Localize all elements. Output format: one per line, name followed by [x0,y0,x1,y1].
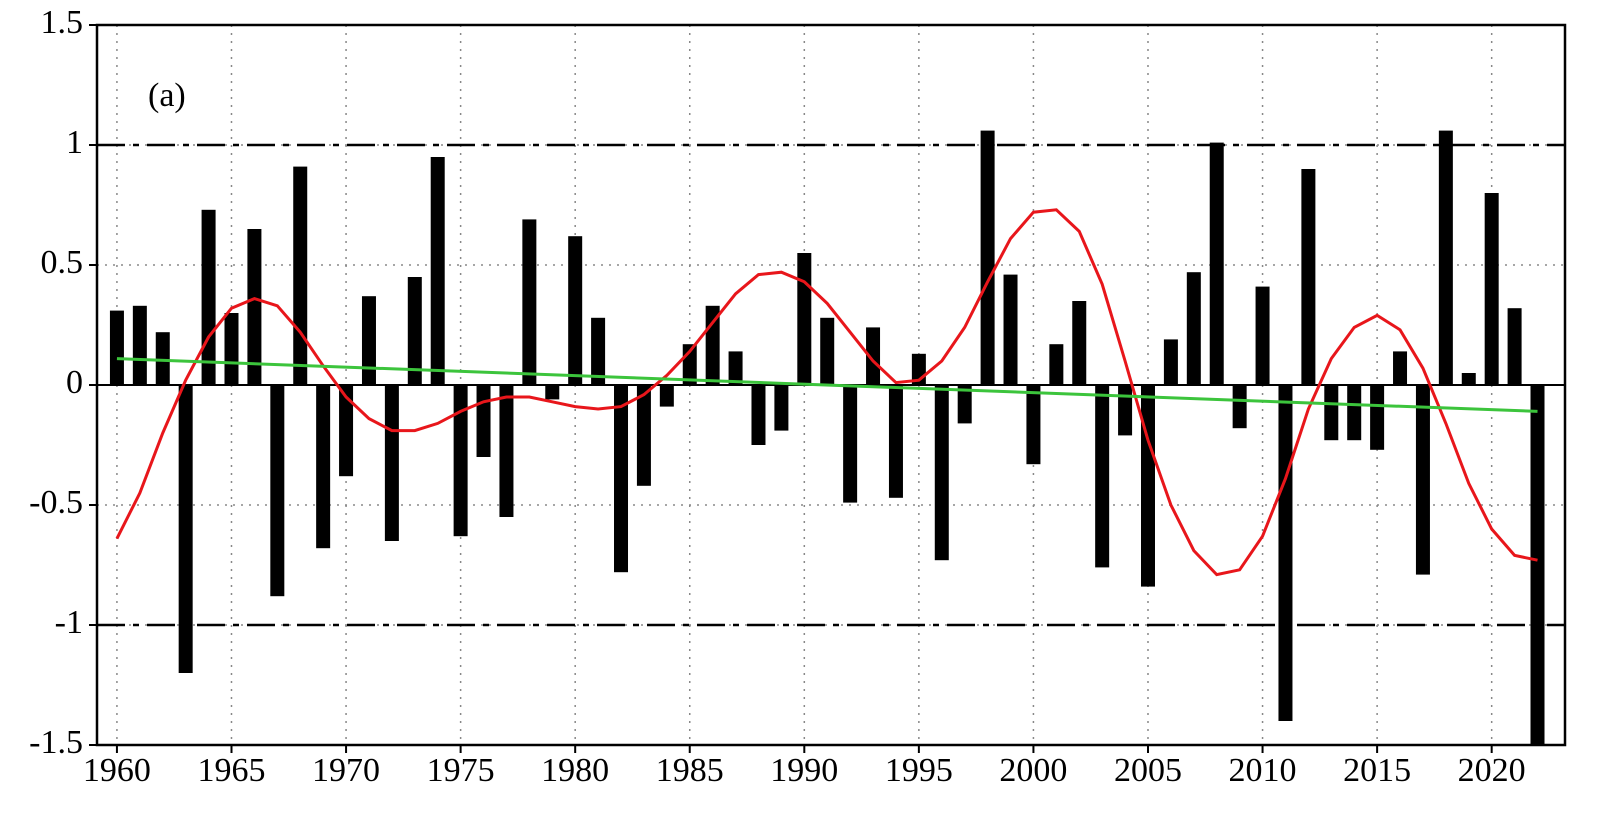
bar [1186,272,1201,385]
bar [453,385,468,537]
bar [751,385,766,445]
y-tick-label: -1 [55,604,83,641]
bar [1484,193,1499,385]
bar [499,385,514,517]
y-tick-label: 0.5 [41,244,84,281]
bar [1461,373,1476,385]
plot-frame [95,23,1567,747]
bar [1118,385,1133,436]
bar [1232,385,1247,429]
x-tick-label: 1965 [197,752,265,789]
bar [1003,274,1018,385]
x-tick-label: 1990 [770,752,838,789]
bar [1324,385,1339,441]
bar [614,385,629,573]
bar [430,157,445,385]
bar [591,317,606,385]
bar [339,385,354,477]
bar [1278,385,1293,721]
bar [224,313,239,385]
bar [636,385,651,486]
x-tick-label: 2020 [1458,752,1526,789]
bar [1301,169,1316,385]
bar [201,209,216,385]
x-tick-label: 1970 [312,752,380,789]
y-tick-label: 1 [66,124,83,161]
bar [728,351,743,385]
bar [1438,130,1453,385]
bar [178,385,193,673]
bar [407,277,422,385]
bar [545,385,560,400]
bar [1347,385,1362,441]
x-tick-label: 2010 [1229,752,1297,789]
bar [247,229,262,385]
annotation: (a) [148,77,186,114]
x-tick-label: 2015 [1343,752,1411,789]
bar [1507,308,1522,385]
bar [797,253,812,385]
bar [1209,142,1224,385]
x-tick-label: 1985 [656,752,724,789]
bar [957,385,972,424]
bar [774,385,789,431]
y-tick-label: -0.5 [29,484,83,521]
bar [132,305,147,385]
bar [293,166,308,385]
x-tick-label: 1980 [541,752,609,789]
y-tick-label: 0 [66,364,83,401]
bar [866,327,881,385]
bar [1370,385,1385,450]
bar [522,219,537,385]
bar [934,385,949,561]
x-tick-label: 2000 [999,752,1067,789]
y-tick-label: 1.5 [41,4,84,41]
bar [659,385,674,407]
bar [888,385,903,498]
bar [1026,385,1041,465]
trend-line [116,357,1538,413]
x-tick-label: 1960 [83,752,151,789]
bar [820,317,835,385]
x-tick-label: 1995 [885,752,953,789]
bar [1255,286,1270,385]
bar [980,130,995,385]
bar [1530,385,1545,745]
smooth-line [115,208,1538,577]
bar [1095,385,1110,568]
bar [384,385,399,541]
bar [1415,385,1430,575]
bar [316,385,331,549]
bar [1140,385,1155,587]
bar [155,332,170,385]
bar [568,236,583,385]
bar [1049,344,1064,385]
bar [109,310,124,385]
y-tick-label: -1.5 [29,724,83,761]
bar [1393,351,1408,385]
bar [476,385,491,457]
bar [361,296,376,385]
x-tick-label: 2005 [1114,752,1182,789]
bar [843,385,858,503]
bar [1163,339,1178,385]
bar [270,385,285,597]
x-tick-label: 1975 [427,752,495,789]
bar [1072,301,1087,385]
